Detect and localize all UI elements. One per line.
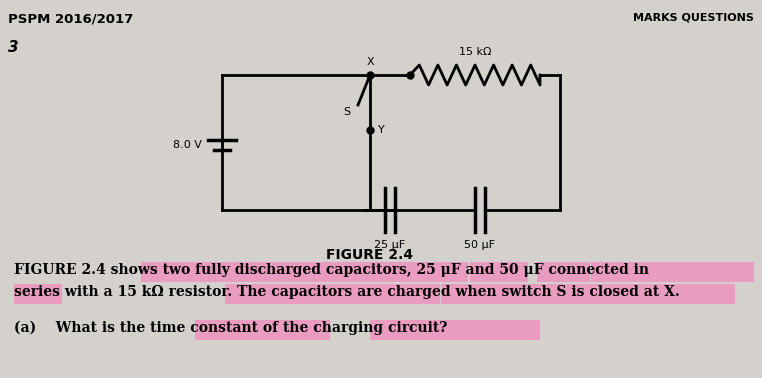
FancyBboxPatch shape	[370, 320, 540, 340]
Text: 8.0 V: 8.0 V	[173, 140, 202, 150]
Text: series with a 15 kΩ resistor. The capacitors are charged when switch S is closed: series with a 15 kΩ resistor. The capaci…	[14, 285, 680, 299]
Text: 3: 3	[8, 40, 18, 55]
Text: S: S	[343, 107, 350, 117]
FancyBboxPatch shape	[591, 262, 754, 282]
FancyBboxPatch shape	[14, 284, 62, 304]
FancyBboxPatch shape	[470, 262, 528, 282]
Text: FIGURE 2.4 shows two fully discharged capacitors, 25 μF and 50 μF connected in: FIGURE 2.4 shows two fully discharged ca…	[14, 263, 649, 277]
Text: X: X	[367, 57, 374, 67]
FancyBboxPatch shape	[195, 320, 330, 340]
FancyBboxPatch shape	[537, 262, 590, 282]
Text: 15 kΩ: 15 kΩ	[459, 47, 491, 57]
Text: Y: Y	[378, 125, 385, 135]
Text: FIGURE 2.4: FIGURE 2.4	[326, 248, 414, 262]
Text: 50 μF: 50 μF	[465, 240, 495, 250]
Text: 25 μF: 25 μF	[374, 240, 405, 250]
FancyBboxPatch shape	[225, 284, 440, 304]
Text: MARKS QUESTIONS: MARKS QUESTIONS	[633, 12, 754, 22]
Text: PSPM 2016/2017: PSPM 2016/2017	[8, 12, 133, 25]
FancyBboxPatch shape	[441, 284, 735, 304]
Text: (a)    What is the time constant of the charging circuit?: (a) What is the time constant of the cha…	[14, 321, 447, 335]
FancyBboxPatch shape	[141, 262, 468, 282]
